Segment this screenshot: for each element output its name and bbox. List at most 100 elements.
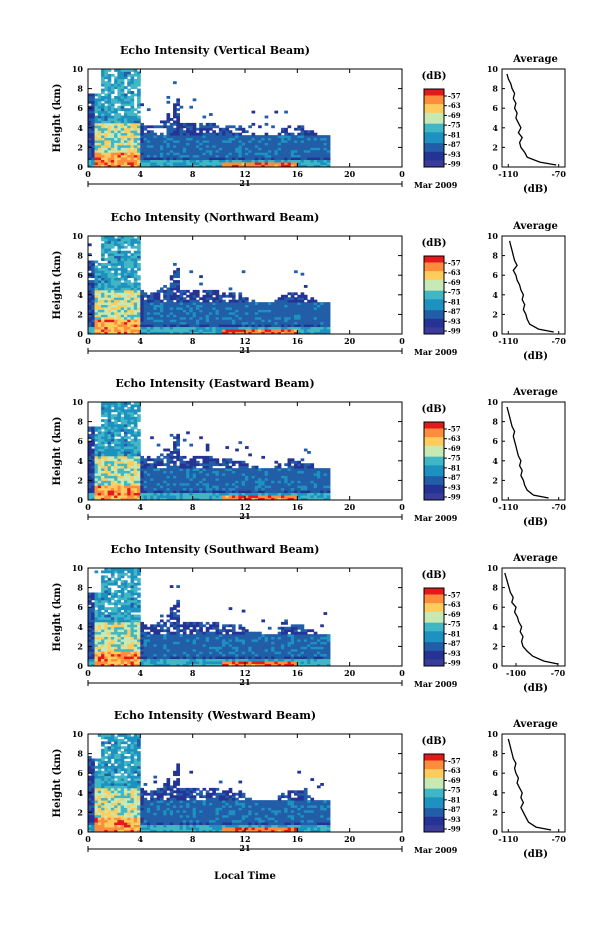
echo-cell bbox=[261, 468, 266, 471]
echo-cell bbox=[300, 465, 305, 469]
echo-cell bbox=[267, 135, 272, 138]
echo-cell bbox=[300, 468, 305, 471]
echo-cell bbox=[127, 130, 131, 134]
echo-cell bbox=[159, 453, 164, 457]
echo-cell bbox=[97, 597, 102, 601]
echo-cell bbox=[107, 307, 112, 310]
profile-y-tick-label: 0 bbox=[492, 329, 498, 339]
echo-cell bbox=[280, 127, 285, 131]
echo-cell bbox=[215, 297, 220, 301]
echo-cell bbox=[120, 78, 125, 82]
echo-cell bbox=[326, 495, 331, 498]
echo-cell bbox=[235, 132, 239, 136]
echo-cell bbox=[91, 453, 95, 457]
echo-cell bbox=[117, 282, 122, 286]
echo-cell bbox=[94, 270, 99, 274]
echo-cell bbox=[107, 409, 112, 413]
echo-cell bbox=[110, 302, 115, 305]
echo-cell bbox=[150, 492, 154, 496]
echo-cell bbox=[284, 329, 288, 332]
echo-cell bbox=[218, 480, 223, 484]
echo-cell bbox=[212, 142, 216, 146]
echo-cell bbox=[202, 311, 207, 315]
echo-cell bbox=[153, 490, 158, 494]
echo-cell bbox=[176, 433, 180, 437]
echo-cell bbox=[303, 311, 308, 315]
echo-cell bbox=[195, 135, 200, 138]
echo-cell bbox=[258, 302, 262, 305]
echo-cell bbox=[123, 147, 128, 151]
echo-cell bbox=[153, 125, 158, 129]
echo-cell bbox=[117, 76, 122, 80]
echo-cell bbox=[137, 287, 141, 291]
echo-cell bbox=[176, 125, 180, 129]
echo-cell bbox=[120, 240, 125, 244]
echo-cell bbox=[110, 307, 115, 310]
echo-cell bbox=[320, 490, 324, 494]
echo-cell bbox=[166, 287, 171, 291]
echo-cell bbox=[137, 137, 141, 141]
echo-cell bbox=[88, 594, 92, 598]
colorbar-tick-label: -99 bbox=[448, 493, 461, 502]
echo-cell bbox=[104, 463, 109, 467]
echo-cell bbox=[146, 316, 151, 320]
echo-cell bbox=[101, 91, 105, 94]
y-tick-label: 0 bbox=[77, 329, 83, 339]
echo-cell bbox=[91, 140, 95, 143]
echo-cell bbox=[202, 492, 207, 496]
echo-cell bbox=[101, 438, 105, 442]
echo-cell bbox=[166, 127, 171, 131]
echo-cell bbox=[199, 307, 203, 310]
echo-cell bbox=[274, 135, 279, 138]
echo-cell bbox=[123, 265, 128, 269]
echo-cell bbox=[101, 636, 105, 640]
echo-cell bbox=[120, 103, 125, 107]
echo-cell bbox=[97, 614, 102, 618]
echo-cell bbox=[264, 304, 269, 308]
echo-cell bbox=[264, 144, 269, 148]
echo-cell bbox=[123, 424, 128, 427]
echo-cell bbox=[225, 468, 230, 471]
echo-cell bbox=[258, 480, 262, 484]
echo-cell bbox=[199, 436, 203, 440]
echo-cell bbox=[320, 473, 324, 476]
echo-cell bbox=[218, 321, 223, 325]
echo-cell bbox=[290, 137, 295, 141]
echo-cell bbox=[277, 468, 282, 471]
echo-cell bbox=[130, 125, 135, 129]
echo-cell bbox=[297, 144, 301, 148]
echo-cell bbox=[218, 475, 223, 479]
echo-cell bbox=[104, 127, 109, 131]
echo-cell bbox=[137, 470, 141, 474]
echo-cell bbox=[101, 83, 105, 87]
echo-cell bbox=[326, 485, 331, 489]
echo-cell bbox=[91, 460, 95, 464]
colorbar-tick-label: -87 bbox=[448, 473, 461, 482]
echo-cell bbox=[163, 482, 167, 486]
echo-cell bbox=[104, 164, 109, 168]
echo-cell bbox=[274, 154, 279, 158]
echo-cell bbox=[264, 164, 269, 168]
echo-cell bbox=[218, 137, 223, 141]
echo-cell bbox=[205, 122, 210, 126]
echo-cell bbox=[222, 497, 226, 501]
colorbar-tick-label: -57 bbox=[448, 425, 461, 434]
echo-cell bbox=[166, 95, 171, 99]
echo-cell bbox=[104, 105, 109, 109]
echo-cell bbox=[150, 463, 154, 467]
echo-cell bbox=[101, 594, 105, 598]
echo-cell bbox=[169, 468, 174, 471]
echo-cell bbox=[114, 497, 118, 501]
echo-cell bbox=[307, 482, 311, 486]
echo-cell bbox=[280, 135, 285, 138]
echo-cell bbox=[137, 289, 141, 293]
echo-cell bbox=[101, 460, 105, 464]
echo-cell bbox=[297, 475, 301, 479]
echo-cell bbox=[104, 468, 109, 471]
echo-cell bbox=[192, 130, 197, 134]
echo-cell bbox=[169, 460, 174, 464]
echo-cell bbox=[218, 490, 223, 494]
echo-cell bbox=[123, 431, 128, 435]
echo-cell bbox=[248, 477, 252, 481]
echo-cell bbox=[277, 480, 282, 484]
